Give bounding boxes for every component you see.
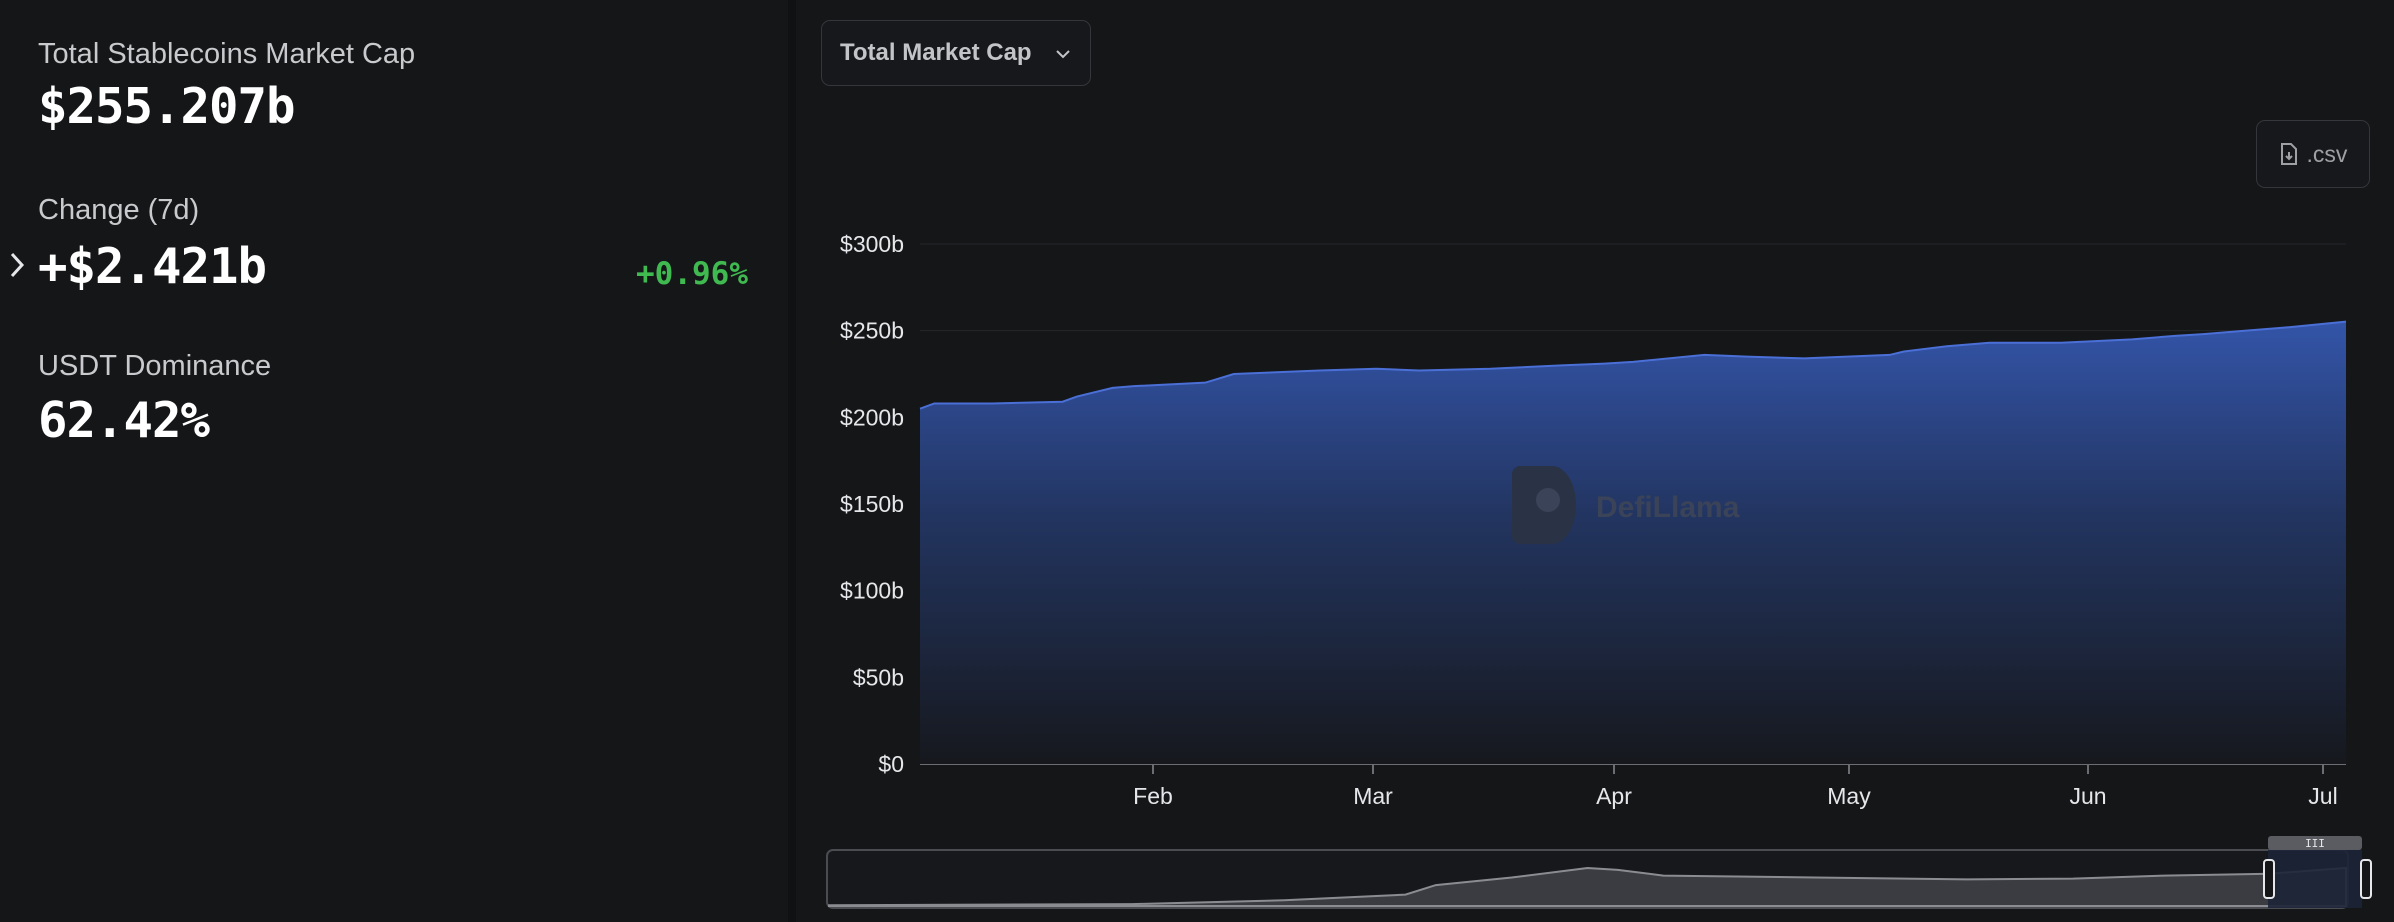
change-7d-value: +$2.421b bbox=[38, 238, 267, 295]
y-tick-label: $300b bbox=[840, 231, 904, 257]
axes: $0 $50b $100b $150b $200b $250b $300b Feb Mar Apr… bbox=[840, 231, 2338, 809]
chart-type-dropdown[interactable]: Total Market Cap bbox=[821, 20, 1091, 86]
y-tick-label: $50b bbox=[853, 664, 904, 690]
usdt-dominance-value: 62.42% bbox=[38, 392, 210, 449]
x-tick-label: Jun bbox=[2069, 783, 2106, 809]
csv-label: .csv bbox=[2306, 140, 2348, 167]
chart-panel: Total Market Cap .csv DefiLlama $0 $50b $ bbox=[796, 0, 2394, 922]
market-cap-line bbox=[919, 320, 2347, 410]
y-tick-label: $200b bbox=[840, 404, 904, 430]
usdt-dominance-label: USDT Dominance bbox=[38, 350, 272, 382]
change-7d-label: Change (7d) bbox=[38, 194, 200, 226]
change-7d-percent: +0.96% bbox=[636, 256, 748, 292]
csv-download-button[interactable]: .csv bbox=[2256, 120, 2370, 188]
x-tick-label: Apr bbox=[1596, 783, 1632, 809]
defillama-logo-icon bbox=[1512, 466, 1546, 544]
market-cap-chart: DefiLlama $0 $50b $100b $150b $200b $250b $300… bbox=[826, 231, 2372, 909]
brush-handle-right[interactable] bbox=[2360, 859, 2372, 899]
x-tick-label: May bbox=[1827, 783, 1871, 809]
svg-text:III: III bbox=[2305, 837, 2325, 850]
y-tick-label: $0 bbox=[878, 751, 904, 777]
range-brush[interactable]: III bbox=[826, 836, 2372, 909]
panel-divider bbox=[788, 0, 796, 922]
y-tick-label: $150b bbox=[840, 491, 904, 517]
stats-panel: Total Stablecoins Market Cap $255.207b C… bbox=[0, 0, 788, 922]
x-tick-label: Feb bbox=[1133, 783, 1173, 809]
y-tick-label: $250b bbox=[840, 318, 904, 344]
total-mcap-label: Total Stablecoins Market Cap bbox=[38, 38, 416, 70]
total-mcap-value: $255.207b bbox=[38, 78, 296, 135]
defillama-watermark: DefiLlama bbox=[1512, 466, 1740, 544]
x-tick-label: Mar bbox=[1353, 783, 1393, 809]
y-tick-label: $100b bbox=[840, 578, 904, 604]
x-tick-label: Jul bbox=[2308, 783, 2337, 809]
chevron-down-icon bbox=[1056, 50, 1070, 59]
brush-grip-handle[interactable] bbox=[2268, 836, 2362, 850]
market-cap-area bbox=[920, 321, 2346, 764]
brush-handle-left[interactable] bbox=[2263, 859, 2275, 899]
chevron-right-icon[interactable] bbox=[6, 250, 28, 280]
watermark-text: DefiLlama bbox=[1596, 491, 1740, 524]
file-download-icon bbox=[2280, 143, 2297, 165]
dropdown-label: Total Market Cap bbox=[840, 39, 1032, 66]
